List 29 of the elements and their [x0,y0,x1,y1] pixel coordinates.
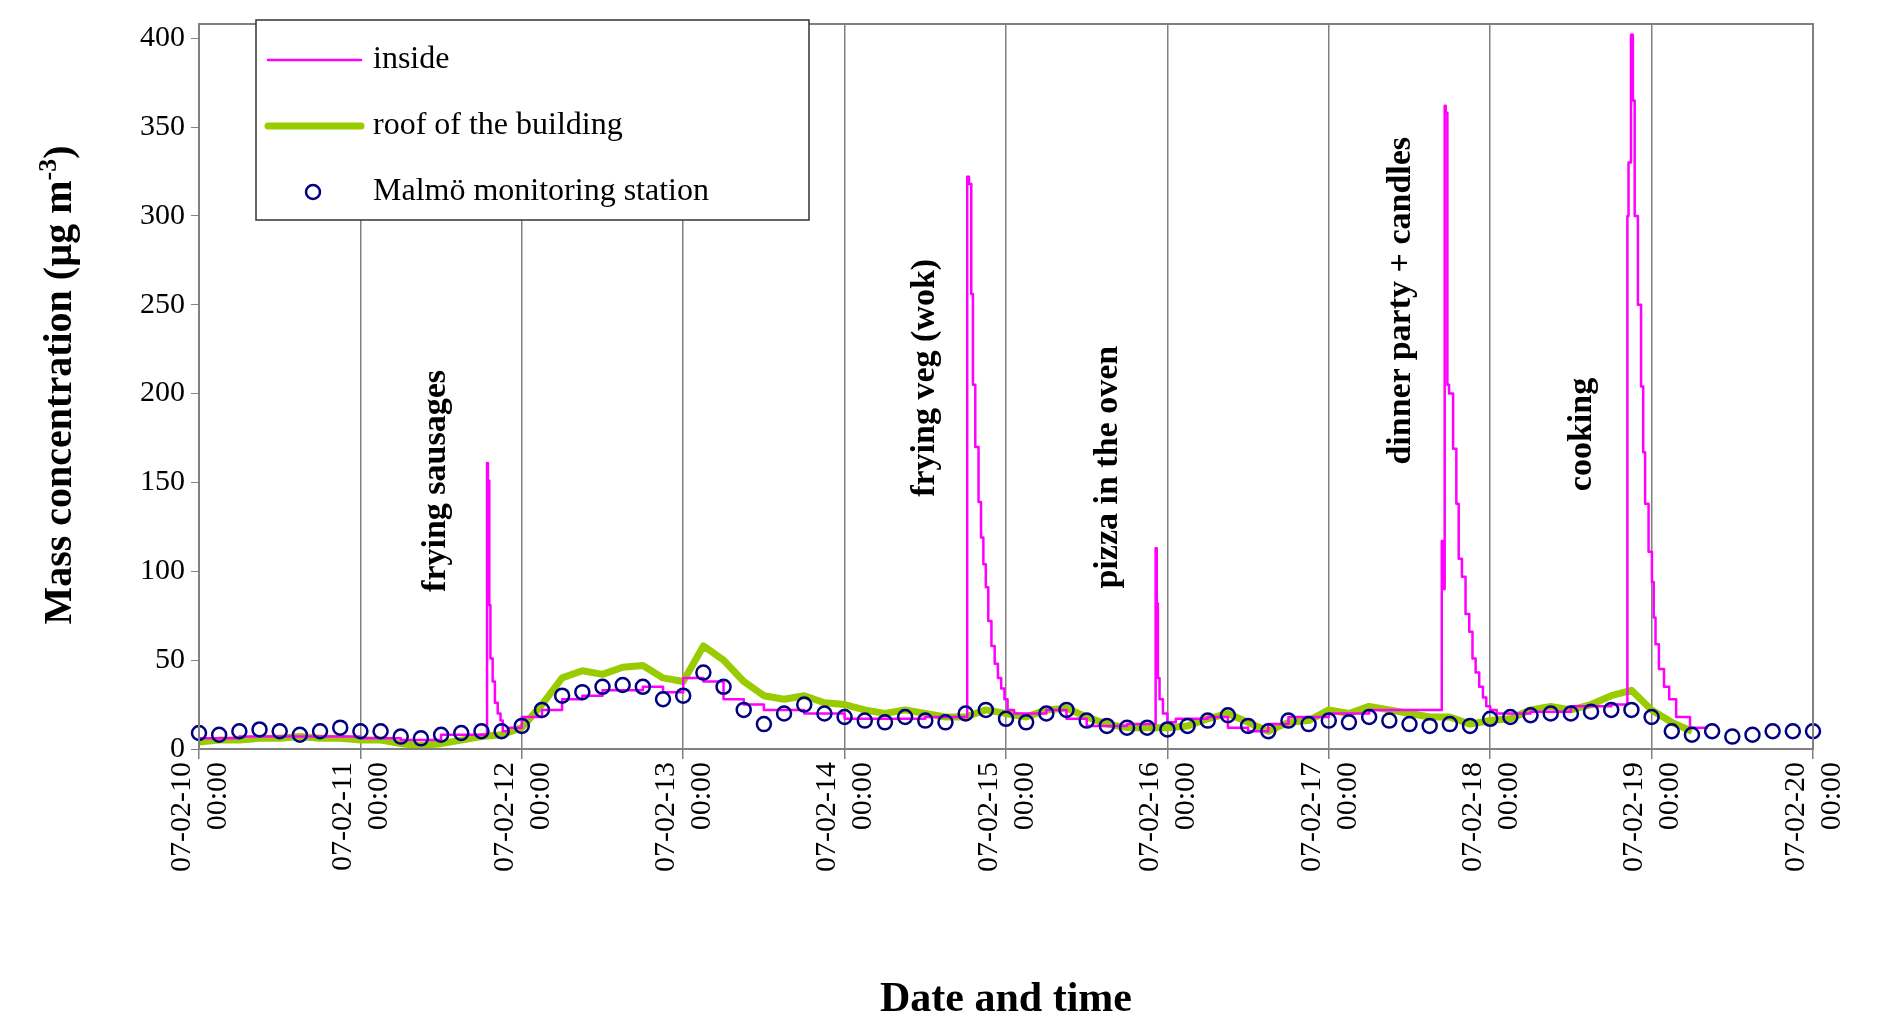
annotation: pizza in the oven [1086,345,1124,589]
x-tick-label: 07-02-16 00:00 [1131,762,1201,872]
x-tick-label: 07-02-17 00:00 [1292,762,1362,872]
x-tick-label: 07-02-13 00:00 [647,762,717,872]
x-tick-label: 07-02-14 00:00 [808,762,878,872]
annotation: frying sausages [414,369,452,592]
x-tick-label: 07-02-10 00:00 [162,762,232,872]
legend-label: Malmö monitoring station [373,171,709,208]
x-tick-label: 07-02-12 00:00 [485,762,555,872]
y-tick-label: 300 [140,196,185,230]
y-tick-label: 50 [155,641,185,675]
x-tick-label: 07-02-18 00:00 [1454,762,1524,872]
annotation: dinner party + candles [1380,136,1418,465]
legend-label: roof of the building [373,105,623,142]
y-tick-label: 200 [140,374,185,408]
y-tick-label: 400 [140,19,185,53]
y-tick-label: 0 [170,729,185,763]
annotation: cooking [1561,377,1599,492]
y-tick-label: 350 [140,107,185,141]
x-tick-label: 07-02-15 00:00 [969,762,1039,872]
y-tick-label: 250 [140,285,185,319]
y-tick-label: 100 [140,552,185,586]
x-tick-label: 07-02-20 00:00 [1776,762,1846,872]
legend-label: inside [373,39,450,76]
x-tick-label: 07-02-11 00:00 [324,762,394,871]
x-tick-label: 07-02-19 00:00 [1615,762,1685,872]
x-axis-title: Date and time [880,973,1132,1020]
annotation: frying veg (wok) [903,258,942,497]
y-tick-label: 150 [140,463,185,497]
